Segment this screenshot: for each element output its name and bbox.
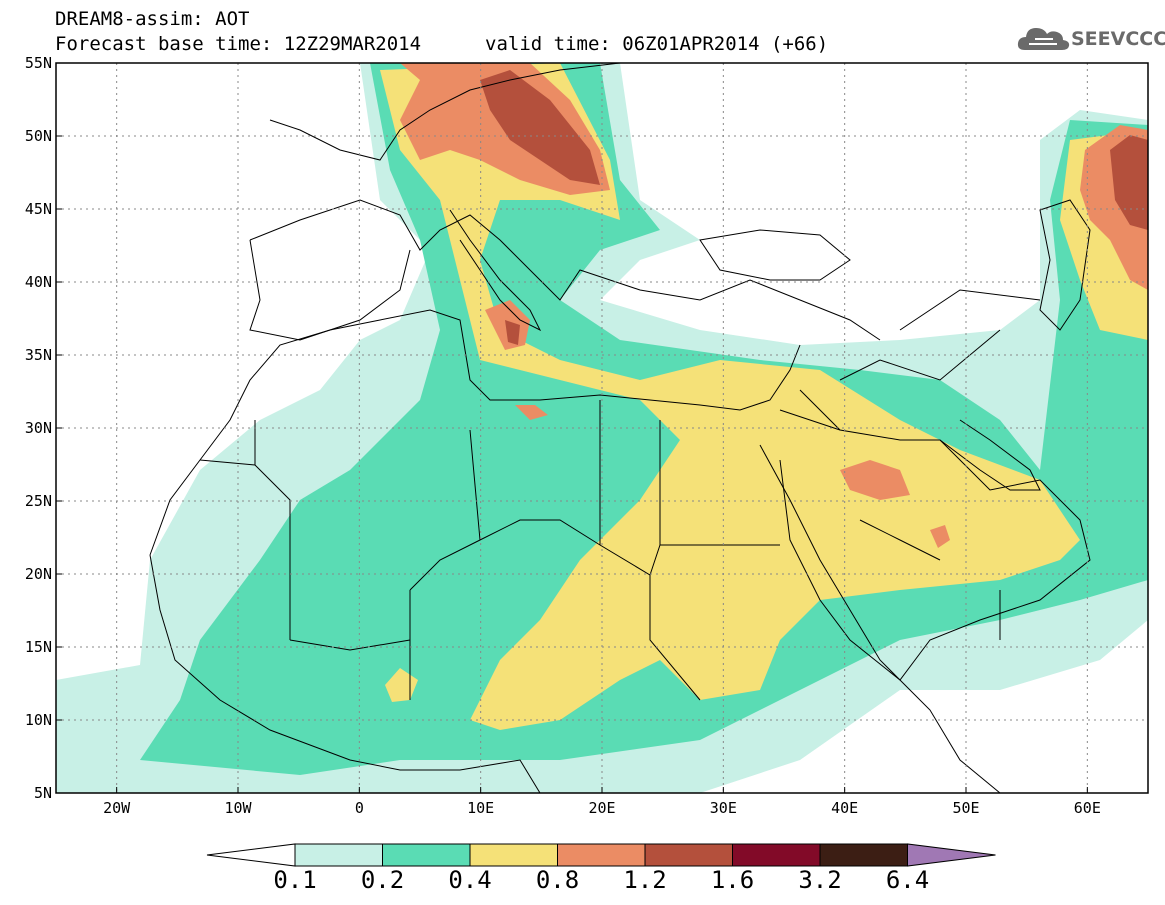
colorbar-label: 1.6 <box>710 866 755 894</box>
aot-band-0.4 <box>380 63 1148 730</box>
colorbar-swatch <box>819 843 908 867</box>
lat-tick-label: 30N <box>24 419 52 437</box>
lat-tick-label: 20N <box>24 565 52 583</box>
map-frame <box>55 62 1149 794</box>
lon-tick-label: 40E <box>831 799 859 817</box>
coastline-persian-gulf <box>939 419 1041 491</box>
lon-tick-label: 10E <box>467 799 495 817</box>
colorbar-swatch <box>557 843 646 867</box>
lon-tick-label: 20E <box>588 799 616 817</box>
valid-time: valid time: 06Z01APR2014 (+66) <box>485 33 829 55</box>
graticule <box>56 63 1148 793</box>
lat-tick-label: 15N <box>24 638 52 656</box>
colorbar-swatch <box>644 843 733 867</box>
lon-tick-label: 0 <box>354 799 364 817</box>
product-title: DREAM8-assim: AOT <box>55 8 250 30</box>
lon-tick-label: 50E <box>952 799 980 817</box>
base-time: Forecast base time: 12Z29MAR2014 <box>55 33 422 55</box>
lat-tick-label: 10N <box>24 711 52 729</box>
coastline-west-africa <box>149 309 801 556</box>
coastline-caspian <box>1039 199 1091 331</box>
cloud-icon <box>1017 28 1070 50</box>
logo-text: SEEVCCC <box>1071 28 1165 50</box>
lat-tick-label: 45N <box>24 200 52 218</box>
coastline-iberia <box>249 239 411 341</box>
colorbar-label: 3.2 <box>798 866 842 894</box>
coastline-europe <box>249 199 881 341</box>
border-lines <box>199 289 1041 701</box>
lat-tick-label: 25N <box>24 492 52 510</box>
lon-tick-label: 10W <box>224 799 252 817</box>
coastline-arabia <box>779 389 1091 681</box>
colorbar-swatch <box>469 843 558 867</box>
lat-tick-label: 40N <box>24 273 52 291</box>
lon-tick-label: 60E <box>1073 799 1101 817</box>
colorbar-label: 0.8 <box>535 866 580 894</box>
colorbar-label: 0.4 <box>448 866 492 894</box>
coastline-gulf-guinea <box>149 554 541 793</box>
colorbar <box>206 843 996 867</box>
aot-band-0.2 <box>140 63 1148 775</box>
coastline-black-sea <box>699 229 851 281</box>
coastline-italy <box>449 209 542 332</box>
aot-band-0.8 <box>400 63 1148 548</box>
colorbar-swatch <box>732 843 821 867</box>
lat-tick-label: 35N <box>24 346 52 364</box>
colorbar-label: 0.1 <box>273 866 317 894</box>
coastline-north-europe <box>269 63 621 161</box>
lat-tick-label: 50N <box>24 127 52 145</box>
colorbar-swatch <box>382 843 471 867</box>
colorbar-swatch <box>294 843 383 867</box>
lat-tick-label: 55N <box>24 54 52 72</box>
lon-tick-label: 20W <box>103 799 131 817</box>
colorbar-label: 0.2 <box>360 866 405 894</box>
lat-tick-label: 5N <box>33 784 52 802</box>
coastlines <box>149 63 1091 793</box>
seevccc-logo: SEEVCCC <box>1015 22 1165 56</box>
colorbar-over-arrow <box>907 843 996 867</box>
colorbar-label: 6.4 <box>885 866 930 894</box>
coastline-red-sea <box>759 444 1001 793</box>
colorbar-label: 1.2 <box>623 866 667 894</box>
lon-tick-label: 30E <box>709 799 737 817</box>
colorbar-under-arrow <box>206 843 296 867</box>
